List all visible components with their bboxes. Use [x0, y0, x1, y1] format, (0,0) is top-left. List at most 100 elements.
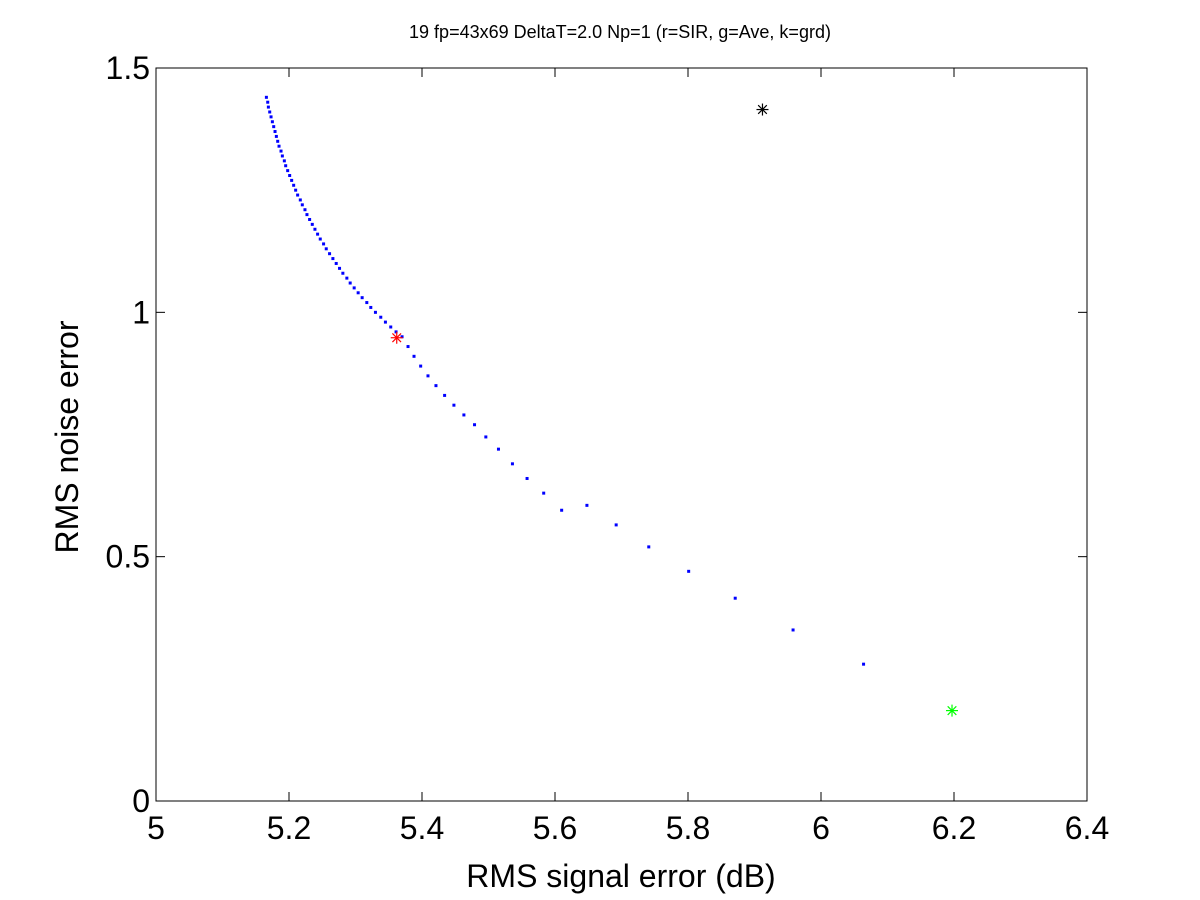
data-point	[379, 315, 383, 319]
data-point	[286, 169, 290, 173]
data-point	[331, 257, 335, 261]
data-point	[560, 508, 564, 512]
data-point	[313, 227, 317, 231]
data-point	[473, 423, 477, 427]
asterisk-marker	[756, 103, 769, 116]
axis-ticks	[155, 67, 1088, 802]
data-point	[294, 188, 298, 192]
data-point	[341, 271, 345, 275]
data-point	[400, 335, 404, 339]
data-point	[383, 320, 387, 324]
chart-title: 19 fp=43x69 DeltaT=2.0 Np=1 (r=SIR, g=Av…	[409, 22, 831, 42]
data-point	[276, 139, 280, 143]
data-point	[266, 105, 270, 109]
data-point	[264, 95, 268, 99]
data-point	[277, 144, 281, 148]
data-point	[369, 305, 373, 309]
data-point	[300, 203, 304, 207]
data-point	[274, 134, 278, 138]
data-point	[272, 125, 276, 129]
data-point	[791, 628, 795, 632]
data-point	[324, 247, 328, 251]
data-point	[273, 130, 277, 134]
data-point	[462, 413, 466, 417]
x-tick-label: 5.6	[533, 810, 577, 846]
data-point	[316, 232, 320, 236]
y-tick-label: 0	[132, 783, 150, 819]
data-point	[322, 242, 326, 246]
data-point	[510, 462, 514, 466]
marker-series	[946, 704, 959, 717]
plot-frame	[155, 67, 1088, 802]
data-point	[303, 208, 307, 212]
data-point	[585, 503, 589, 507]
data-point	[328, 252, 332, 256]
marker-series	[390, 331, 403, 344]
x-tick-label: 5.2	[267, 810, 311, 846]
data-point	[288, 174, 292, 178]
y-axis-label: RMS noise error	[49, 320, 85, 553]
data-point	[647, 545, 651, 549]
data-point	[345, 276, 349, 280]
data-point	[318, 237, 322, 241]
x-tick-label: 6.2	[932, 810, 976, 846]
data-point	[484, 435, 488, 439]
data-point	[298, 198, 302, 202]
axis-tick-labels: 5 5.2 5.4 5.6 5.8 6 6.2 6.4 0 0.5 1 1.5	[106, 50, 1110, 846]
data-point	[862, 662, 866, 666]
data-point	[733, 596, 737, 600]
data-point	[352, 286, 356, 290]
data-point	[290, 178, 294, 182]
data-point	[268, 110, 272, 114]
data-point	[365, 301, 369, 305]
asterisk-stroke	[757, 104, 768, 115]
data-point	[525, 476, 529, 480]
x-axis-label: RMS signal error (dB)	[466, 858, 775, 894]
data-point	[338, 266, 342, 270]
data-point	[356, 291, 360, 295]
data-point	[614, 523, 618, 527]
data-point	[434, 384, 438, 388]
data-point	[334, 261, 338, 265]
data-point	[394, 330, 398, 334]
data-point	[389, 325, 393, 329]
data-point	[406, 345, 410, 349]
data-point	[360, 296, 364, 300]
x-tick-label: 5.4	[400, 810, 444, 846]
data-point	[270, 120, 274, 124]
data-point	[292, 183, 296, 187]
data-point	[348, 281, 352, 285]
data-point	[419, 364, 423, 368]
y-tick-label: 1	[132, 294, 150, 330]
data-point	[412, 354, 416, 358]
asterisk-stroke	[391, 332, 402, 343]
data-point	[373, 310, 377, 314]
data-point	[452, 403, 456, 407]
y-tick-label: 0.5	[106, 539, 150, 575]
x-tick-label: 5.8	[666, 810, 710, 846]
data-points	[264, 95, 959, 717]
data-point	[308, 217, 312, 221]
data-point	[282, 159, 286, 163]
data-point	[310, 222, 314, 226]
x-tick-label: 5	[147, 810, 165, 846]
data-point	[443, 393, 447, 397]
asterisk-stroke	[947, 705, 957, 716]
marker-series	[756, 103, 769, 116]
data-point	[496, 447, 500, 451]
data-point	[279, 149, 283, 153]
data-point	[266, 100, 270, 104]
dot-series	[264, 95, 866, 666]
asterisk-marker	[390, 331, 403, 344]
data-point	[542, 491, 546, 495]
data-point	[296, 193, 300, 197]
data-point	[284, 164, 288, 168]
x-tick-label: 6	[812, 810, 830, 846]
data-point	[269, 115, 273, 119]
data-point	[426, 374, 430, 378]
asterisk-marker	[946, 704, 959, 717]
x-tick-label: 6.4	[1065, 810, 1109, 846]
y-tick-label: 1.5	[106, 50, 150, 86]
data-point	[687, 569, 691, 573]
